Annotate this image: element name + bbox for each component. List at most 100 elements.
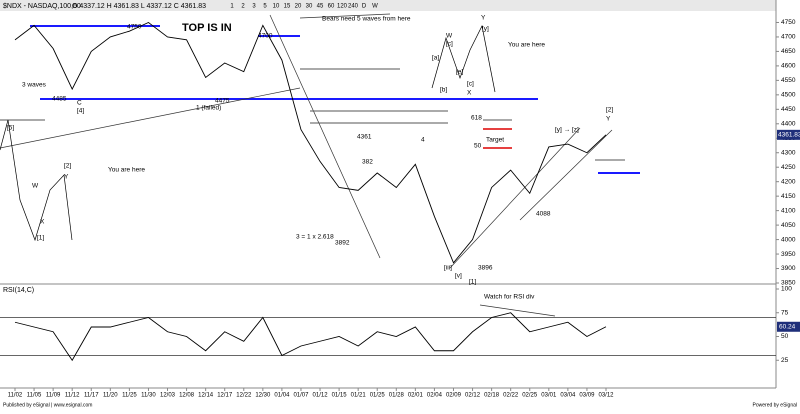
annotation: [1] bbox=[37, 235, 44, 242]
header-bar bbox=[0, 0, 776, 11]
trend-line bbox=[269, 14, 381, 259]
annotation: [4] bbox=[77, 108, 84, 115]
x-tick-label: 01/12 bbox=[313, 393, 329, 399]
annotation: [e] bbox=[456, 69, 463, 76]
annotation: W bbox=[446, 33, 453, 40]
annotation: [a] bbox=[432, 55, 439, 62]
annotation: Y bbox=[481, 15, 486, 22]
x-tick-label: 02/01 bbox=[408, 393, 424, 399]
y-tick-label: 3950 bbox=[781, 251, 796, 258]
x-tick-label: 11/12 bbox=[65, 393, 80, 399]
annotation: You are here bbox=[508, 42, 545, 49]
annotation: Target bbox=[486, 137, 504, 144]
interval-button[interactable]: 1 bbox=[230, 4, 234, 10]
annotation: [v] bbox=[455, 273, 462, 280]
drawings bbox=[0, 13, 640, 317]
interval-button[interactable]: W bbox=[372, 4, 378, 10]
x-tick-label: 12/22 bbox=[236, 393, 252, 399]
x-tick-label: 02/12 bbox=[465, 393, 481, 399]
interval-button[interactable]: 60 bbox=[328, 4, 335, 10]
x-tick-label: 11/02 bbox=[8, 393, 23, 399]
annotation: TOP IS IN bbox=[182, 22, 232, 34]
last-rsi-box bbox=[777, 321, 800, 332]
rsi-label: RSI(14,C) bbox=[3, 287, 34, 294]
y-tick-label: 4050 bbox=[781, 222, 796, 229]
x-tick-label: 11/25 bbox=[122, 393, 137, 399]
x-tick-label: 02/25 bbox=[522, 393, 538, 399]
annotation: [2] bbox=[64, 163, 71, 170]
interval-button[interactable]: 3 bbox=[252, 4, 256, 10]
x-tick-label: 03/04 bbox=[560, 393, 576, 399]
annotation: [c] bbox=[467, 81, 474, 88]
y-tick-label: 4450 bbox=[781, 106, 796, 113]
annotation: X bbox=[40, 219, 45, 226]
annotation: 4361 bbox=[357, 134, 372, 141]
x-tick-label: 03/12 bbox=[598, 393, 614, 399]
annotation: [2] bbox=[606, 107, 613, 114]
annotation: 3892 bbox=[335, 240, 350, 247]
wave-sketch bbox=[0, 119, 73, 242]
interval-button[interactable]: 2 bbox=[241, 4, 245, 10]
x-tick-label: 01/15 bbox=[332, 393, 348, 399]
x-tick-label: 01/21 bbox=[351, 393, 367, 399]
y-tick-label: 4700 bbox=[781, 34, 796, 41]
interval-button[interactable]: 5 bbox=[263, 4, 267, 10]
x-tick-label: 02/18 bbox=[484, 393, 500, 399]
interval-button[interactable]: 120 bbox=[337, 4, 348, 10]
annotation: W bbox=[32, 183, 39, 190]
interval-button[interactable]: 30 bbox=[306, 4, 313, 10]
x-tick-label: 11/17 bbox=[84, 393, 99, 399]
y-tick-label: 4600 bbox=[781, 63, 796, 70]
y-tick-label: 4200 bbox=[781, 178, 796, 185]
y-tick-label: 4500 bbox=[781, 92, 796, 99]
annotation: 4 bbox=[421, 137, 425, 144]
x-tick-label: 12/30 bbox=[255, 393, 271, 399]
annotation: Watch for RSI div bbox=[484, 294, 535, 301]
x-tick-label: 12/08 bbox=[179, 393, 195, 399]
footer-right: Powered by eSignal bbox=[753, 402, 797, 408]
x-tick-label: 02/22 bbox=[503, 393, 519, 399]
y-tick-label: 4550 bbox=[781, 77, 796, 84]
annotation: 382 bbox=[362, 159, 373, 166]
annotation: 3896 bbox=[478, 265, 493, 272]
interval-button[interactable]: 20 bbox=[295, 4, 302, 10]
y-tick-label: 50 bbox=[781, 333, 789, 340]
y-tick-label: 4100 bbox=[781, 207, 796, 214]
y-tick-label: 3850 bbox=[781, 280, 796, 287]
wave-sketch bbox=[431, 24, 496, 93]
annotation: Bears need 5 waves from here bbox=[322, 16, 411, 23]
y-tick-label: 3900 bbox=[781, 265, 796, 272]
annotation: C bbox=[77, 100, 82, 107]
x-tick-label: 12/17 bbox=[217, 393, 233, 399]
symbol: $NDX - NASDAQ,100,60 bbox=[3, 3, 81, 10]
annotation: You are here bbox=[108, 167, 145, 174]
quote: O 4337.12 H 4361.83 L 4337.12 C 4361.83 bbox=[72, 3, 206, 10]
annotation: [iii] bbox=[444, 265, 452, 272]
trend-line bbox=[449, 127, 581, 269]
x-tick-label: 03/01 bbox=[541, 393, 557, 399]
interval-button[interactable]: 15 bbox=[284, 4, 291, 10]
annotation: 1 (failed) bbox=[196, 105, 221, 112]
annotation: 3 waves bbox=[22, 82, 47, 89]
last-price: 4361.83 bbox=[778, 132, 800, 139]
interval-button[interactable]: D bbox=[362, 4, 367, 10]
interval-button[interactable]: 10 bbox=[273, 4, 280, 10]
x-tick-label: 11/30 bbox=[141, 393, 156, 399]
x-tick-label: 01/04 bbox=[274, 393, 290, 399]
y-tick-label: 4300 bbox=[781, 149, 796, 156]
x-tick-label: 12/14 bbox=[198, 393, 214, 399]
y-tick-label: 75 bbox=[781, 309, 789, 316]
y-tick-label: 4750 bbox=[781, 19, 796, 26]
annotation: X bbox=[467, 90, 472, 97]
x-tick-label: 01/28 bbox=[389, 393, 405, 399]
annotation: [y] → [z] bbox=[555, 127, 579, 134]
trend-line bbox=[519, 129, 613, 221]
interval-button[interactable]: 240 bbox=[348, 4, 359, 10]
x-tick-label: 01/07 bbox=[293, 393, 309, 399]
interval-button[interactable]: 45 bbox=[317, 4, 324, 10]
y-tick-label: 4150 bbox=[781, 193, 796, 200]
y-tick-label: 4650 bbox=[781, 48, 796, 55]
trend-line bbox=[299, 13, 391, 19]
annotation: 4475 bbox=[215, 98, 230, 105]
x-tick-label: 02/09 bbox=[446, 393, 462, 399]
